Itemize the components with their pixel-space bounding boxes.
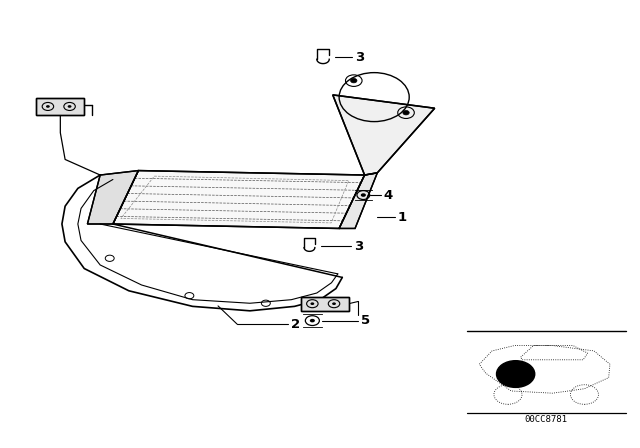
Polygon shape	[339, 173, 378, 228]
Circle shape	[332, 302, 336, 305]
Circle shape	[497, 361, 535, 388]
Polygon shape	[88, 171, 138, 224]
Circle shape	[68, 105, 72, 108]
Text: 3: 3	[354, 240, 363, 253]
Circle shape	[310, 302, 314, 305]
Text: 3: 3	[355, 51, 364, 64]
Circle shape	[351, 78, 357, 83]
Polygon shape	[301, 297, 349, 311]
Polygon shape	[113, 171, 365, 228]
Text: 2: 2	[291, 318, 300, 331]
Circle shape	[361, 193, 366, 197]
Circle shape	[403, 111, 409, 115]
Text: 1: 1	[397, 211, 407, 224]
Circle shape	[310, 319, 315, 323]
Text: 00CC8781: 00CC8781	[525, 415, 568, 424]
Polygon shape	[36, 98, 84, 115]
Polygon shape	[333, 95, 435, 175]
Text: 5: 5	[362, 314, 371, 327]
Circle shape	[46, 105, 50, 108]
Text: 4: 4	[384, 189, 393, 202]
